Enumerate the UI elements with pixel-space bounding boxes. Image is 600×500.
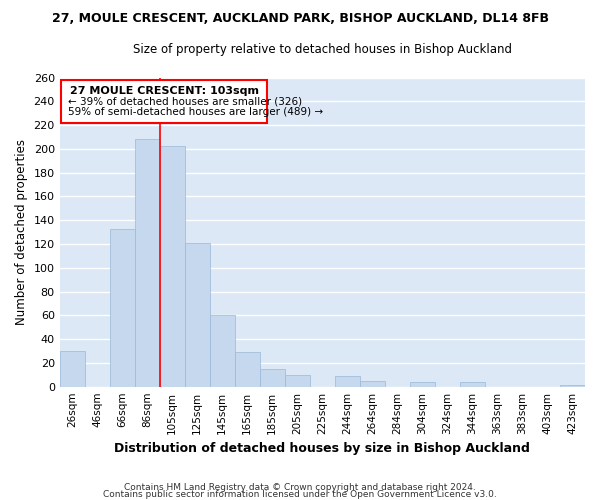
Bar	[460, 382, 485, 386]
Bar	[160, 146, 185, 386]
Text: 27 MOULE CRESCENT: 103sqm: 27 MOULE CRESCENT: 103sqm	[70, 86, 259, 96]
Text: Contains public sector information licensed under the Open Government Licence v3: Contains public sector information licen…	[103, 490, 497, 499]
FancyBboxPatch shape	[61, 80, 267, 122]
Bar	[335, 376, 360, 386]
Bar	[235, 352, 260, 386]
Bar	[210, 316, 235, 386]
Bar	[410, 382, 435, 386]
Bar	[185, 243, 210, 386]
Y-axis label: Number of detached properties: Number of detached properties	[15, 139, 28, 325]
Text: ← 39% of detached houses are smaller (326): ← 39% of detached houses are smaller (32…	[68, 96, 302, 106]
Text: 27, MOULE CRESCENT, AUCKLAND PARK, BISHOP AUCKLAND, DL14 8FB: 27, MOULE CRESCENT, AUCKLAND PARK, BISHO…	[52, 12, 548, 26]
Bar	[360, 380, 385, 386]
Bar	[59, 351, 85, 386]
Bar	[135, 140, 160, 386]
Bar	[110, 228, 135, 386]
Text: 59% of semi-detached houses are larger (489) →: 59% of semi-detached houses are larger (…	[68, 107, 323, 117]
Text: Contains HM Land Registry data © Crown copyright and database right 2024.: Contains HM Land Registry data © Crown c…	[124, 484, 476, 492]
Title: Size of property relative to detached houses in Bishop Auckland: Size of property relative to detached ho…	[133, 42, 512, 56]
X-axis label: Distribution of detached houses by size in Bishop Auckland: Distribution of detached houses by size …	[115, 442, 530, 455]
Bar	[260, 369, 285, 386]
Bar	[285, 375, 310, 386]
